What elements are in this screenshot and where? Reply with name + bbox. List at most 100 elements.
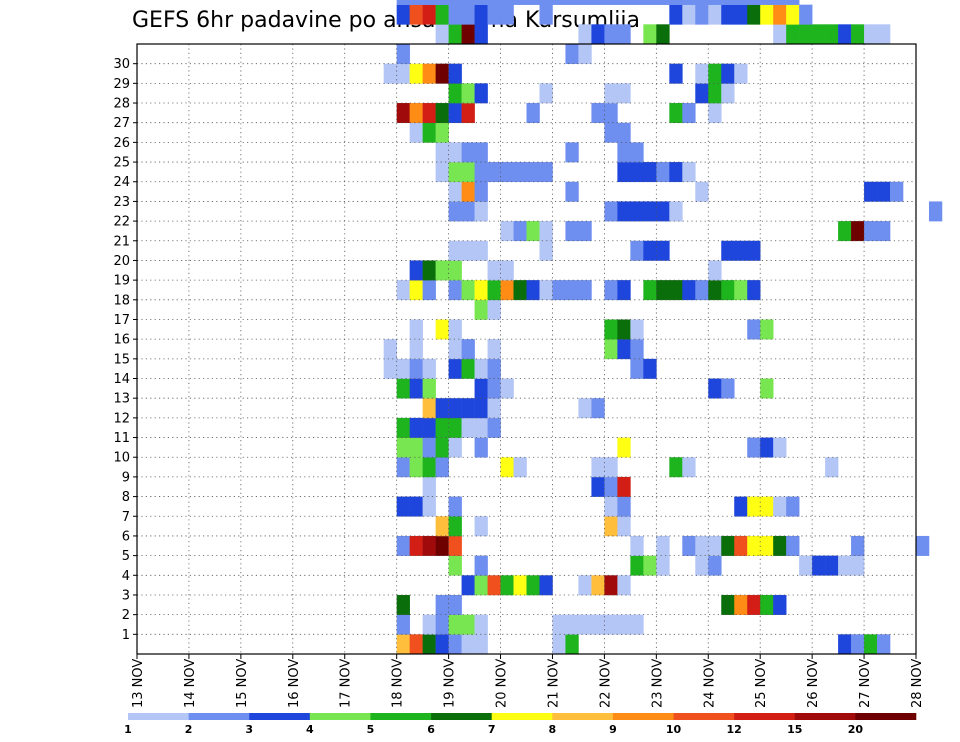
heatmap-cell	[500, 162, 514, 183]
heatmap-cell	[448, 280, 462, 301]
heatmap-cell	[760, 535, 774, 556]
heatmap-cell	[734, 594, 748, 615]
heatmap-cell	[565, 634, 579, 655]
heatmap-cell	[721, 594, 735, 615]
heatmap-cell	[773, 594, 787, 615]
heatmap-cell	[435, 634, 449, 655]
heatmap-cell	[604, 280, 618, 301]
heatmap-cell	[448, 181, 462, 202]
heatmap-cell	[669, 63, 683, 84]
heatmap-cell	[552, 0, 566, 5]
heatmap-cell	[851, 24, 865, 45]
heatmap-cell	[448, 4, 462, 25]
heatmap-cell	[448, 535, 462, 556]
heatmap-cell	[617, 24, 631, 45]
heatmap-cell	[422, 398, 436, 419]
heatmap-cell	[513, 221, 527, 242]
legend-label: 7	[488, 723, 496, 736]
heatmap-cell	[877, 24, 891, 45]
heatmap-cell	[409, 437, 423, 458]
heatmap-cell	[435, 4, 449, 25]
heatmap-cell	[409, 103, 423, 124]
heatmap-cell	[461, 614, 475, 635]
heatmap-cell	[695, 535, 709, 556]
heatmap-cell	[721, 280, 735, 301]
heatmap-cell	[669, 0, 683, 5]
heatmap-cell	[734, 240, 748, 261]
heatmap-cell	[682, 280, 696, 301]
heatmap-cell	[448, 417, 462, 438]
heatmap-cell	[448, 594, 462, 615]
heatmap-cell	[578, 221, 592, 242]
heatmap-cell	[851, 221, 865, 242]
heatmap-cell	[474, 417, 488, 438]
heatmap-cell	[435, 535, 449, 556]
y-axis-ticks: 1234567891011121314151617181920212223242…	[113, 57, 137, 643]
heatmap-cell	[435, 319, 449, 340]
heatmap-cell	[864, 221, 878, 242]
heatmap-cell	[708, 535, 722, 556]
heatmap-cell	[760, 378, 774, 399]
heatmap-cell	[422, 4, 436, 25]
heatmap-cell	[617, 162, 631, 183]
heatmap-cell	[539, 162, 553, 183]
heatmap-cell	[708, 378, 722, 399]
plot-frame	[136, 43, 917, 655]
heatmap-cell	[734, 496, 748, 517]
heatmap-cell	[474, 280, 488, 301]
heatmap-cell	[682, 4, 696, 25]
heatmap-cell	[825, 457, 839, 478]
heatmap-cell	[435, 103, 449, 124]
heatmap-cell	[682, 162, 696, 183]
heatmap-cell	[461, 417, 475, 438]
heatmap-cell	[474, 299, 488, 320]
legend-label: 5	[367, 723, 375, 736]
heatmap-cell	[435, 614, 449, 635]
heatmap-cell	[448, 201, 462, 222]
heatmap-cell	[474, 162, 488, 183]
legend-label: 2	[185, 723, 193, 736]
heatmap-cell	[695, 63, 709, 84]
heatmap-cell	[604, 457, 618, 478]
heatmap-cell	[474, 142, 488, 163]
heatmap-cell	[604, 476, 618, 497]
heatmap-cell	[643, 0, 657, 5]
x-tick-label: 16 NOV	[287, 659, 302, 708]
heatmap-cell	[474, 24, 488, 45]
heatmap-cell	[396, 614, 410, 635]
heatmap-cell	[461, 4, 475, 25]
heatmap-cell	[656, 201, 670, 222]
x-tick-label: 13 NOV	[131, 659, 146, 708]
legend-swatch	[552, 713, 614, 720]
y-tick-label: 21	[113, 234, 130, 249]
x-tick-label: 15 NOV	[235, 659, 250, 708]
heatmap-cell	[734, 4, 748, 25]
heatmap-cell	[422, 417, 436, 438]
heatmap-cell	[786, 0, 800, 5]
x-tick-label: 25 NOV	[754, 659, 769, 708]
heatmap-cell	[448, 0, 462, 5]
heatmap-cell	[812, 24, 826, 45]
y-tick-label: 10	[113, 451, 130, 466]
heatmap-cell	[396, 280, 410, 301]
heatmap-cell	[747, 496, 761, 517]
heatmap-cell	[591, 0, 605, 5]
heatmap-cell	[786, 496, 800, 517]
heatmap-cell	[591, 614, 605, 635]
y-tick-label: 3	[122, 588, 130, 603]
x-tick-label: 26 NOV	[806, 659, 821, 708]
heatmap-cell	[422, 634, 436, 655]
heatmap-cell	[448, 260, 462, 281]
heatmap-cell	[656, 162, 670, 183]
heatmap-cell	[396, 457, 410, 478]
y-tick-label: 24	[113, 175, 130, 190]
heatmap-cell	[461, 181, 475, 202]
heatmap-cell	[396, 417, 410, 438]
heatmap-cell	[409, 339, 423, 360]
heatmap-cell	[838, 24, 852, 45]
heatmap-cell	[656, 0, 670, 5]
heatmap-cell	[591, 398, 605, 419]
heatmap-cell	[578, 0, 592, 5]
heatmap-cell	[864, 24, 878, 45]
